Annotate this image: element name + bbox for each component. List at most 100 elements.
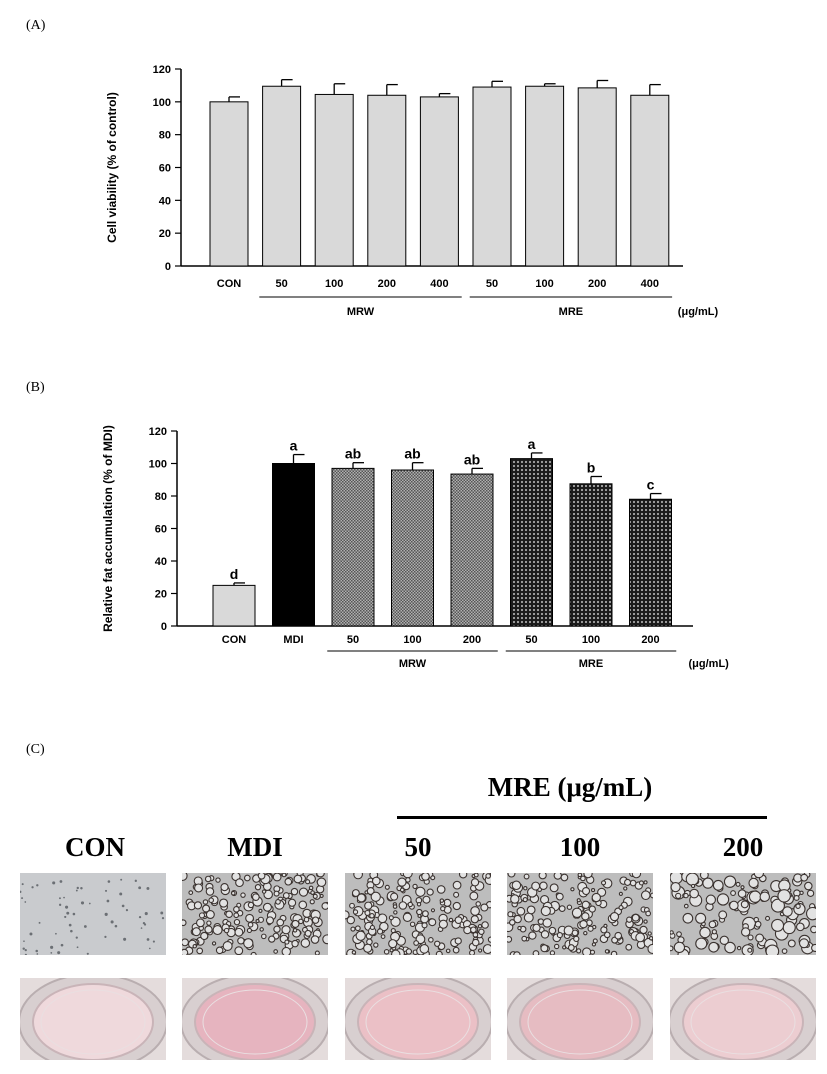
lipid-droplet <box>148 947 151 950</box>
lipid-droplet <box>246 927 253 934</box>
lipid-droplet <box>478 948 483 953</box>
lipid-droplet <box>440 905 446 912</box>
lipid-droplet <box>273 890 280 897</box>
lipid-droplet <box>430 908 436 913</box>
b-group-label: MRE <box>579 658 603 670</box>
lipid-droplet <box>233 918 241 926</box>
lipid-droplet <box>363 943 373 953</box>
b-category-label: 200 <box>641 634 659 646</box>
a-category-label: 200 <box>378 278 396 290</box>
a-category-label: 50 <box>486 278 498 290</box>
lipid-droplet <box>577 873 583 878</box>
lipid-droplet <box>765 915 771 921</box>
lipid-droplet <box>22 947 25 950</box>
lipid-droplet <box>104 912 108 916</box>
lipid-droplet <box>104 889 108 892</box>
lipid-droplet <box>310 935 320 944</box>
lipid-droplet <box>603 931 611 939</box>
lipid-droplet <box>351 889 360 897</box>
lipid-droplet <box>206 920 212 926</box>
lipid-droplet <box>259 927 264 932</box>
a-bar <box>419 96 459 267</box>
lipid-droplet <box>273 949 279 954</box>
lipid-droplet <box>205 910 215 920</box>
lipid-droplet <box>160 911 164 915</box>
b-y-tick-label: 0 <box>161 621 167 633</box>
photo-panel: MRE (μg/mL) CON MDI 50 100 200 <box>0 760 827 1074</box>
lipid-droplet <box>83 925 87 928</box>
lipid-droplet <box>64 915 67 919</box>
lipid-droplet <box>29 932 33 936</box>
lipid-droplet <box>452 901 461 911</box>
lipid-droplet <box>59 897 61 900</box>
lipid-droplet <box>567 944 575 951</box>
lipid-droplet <box>487 936 491 943</box>
lipid-droplet <box>689 888 699 899</box>
lipid-droplet <box>508 919 516 926</box>
lipid-droplet <box>284 939 290 945</box>
lipid-droplet <box>202 899 209 905</box>
lipid-droplet <box>435 950 443 955</box>
lipid-droplet <box>591 888 596 893</box>
lipid-droplet <box>540 905 551 917</box>
lipid-droplet <box>770 898 785 913</box>
lipid-droplet <box>314 950 320 955</box>
b-category-label: 50 <box>347 634 359 646</box>
lipid-droplet <box>152 940 155 943</box>
lipid-droplet <box>260 933 267 940</box>
lipid-droplet <box>576 948 582 954</box>
lipid-droplet <box>469 891 479 901</box>
lipid-droplet <box>510 894 520 904</box>
lipid-droplet <box>275 899 281 905</box>
lipid-droplet <box>193 901 203 910</box>
lipid-droplet <box>247 921 254 928</box>
b-significance-letter: a <box>528 436 536 452</box>
well-image-mdi <box>182 978 328 1060</box>
lipid-droplet <box>759 891 771 902</box>
lipid-droplet <box>405 948 413 955</box>
lipid-droplet <box>106 899 110 903</box>
lipid-droplet <box>366 887 375 895</box>
b-bar <box>272 463 315 627</box>
lipid-droplet <box>604 949 610 954</box>
lipid-droplet <box>428 918 437 927</box>
panel-label-b: (B) <box>26 380 45 395</box>
lipid-droplet <box>76 886 79 890</box>
lipid-droplet <box>304 929 312 937</box>
lipid-droplet <box>600 880 607 886</box>
lipid-droplet <box>311 916 320 924</box>
lipid-droplet <box>755 933 765 943</box>
lipid-droplet <box>582 947 592 955</box>
lipid-droplet <box>276 918 285 927</box>
microscopy-image-mdi <box>182 873 328 955</box>
lipid-droplet <box>52 881 56 885</box>
lipid-droplet <box>708 920 717 929</box>
lipid-droplet <box>412 883 418 890</box>
lipid-droplet <box>182 938 189 947</box>
lipid-droplet <box>146 938 150 941</box>
lipid-droplet <box>740 927 751 937</box>
lipid-droplet <box>643 919 648 924</box>
microscopy-image-50 <box>345 873 491 955</box>
lipid-droplet <box>384 884 390 890</box>
lipid-droplet <box>417 913 422 918</box>
b-significance-letter: ab <box>345 446 361 462</box>
a-category-label: 50 <box>275 278 287 290</box>
lipid-droplet <box>548 926 557 935</box>
lipid-droplet <box>371 876 381 886</box>
a-y-tick-label: 20 <box>159 228 171 240</box>
a-y-tick-label: 0 <box>165 261 171 273</box>
lipid-droplet <box>80 901 85 905</box>
lipid-droplet <box>571 907 583 919</box>
lipid-droplet <box>523 912 534 923</box>
lipid-droplet <box>204 925 213 934</box>
lipid-droplet <box>282 892 290 899</box>
lipid-droplet <box>293 874 303 884</box>
lipid-droplet <box>211 941 217 946</box>
b-y-axis-title: Relative fat accumulation (% of MDI) <box>101 425 115 632</box>
well-inner-ring <box>202 989 308 1055</box>
lipid-droplet <box>373 942 379 948</box>
lipid-droplet <box>222 940 233 952</box>
lipid-droplet <box>235 878 244 888</box>
lipid-droplet <box>204 875 212 883</box>
